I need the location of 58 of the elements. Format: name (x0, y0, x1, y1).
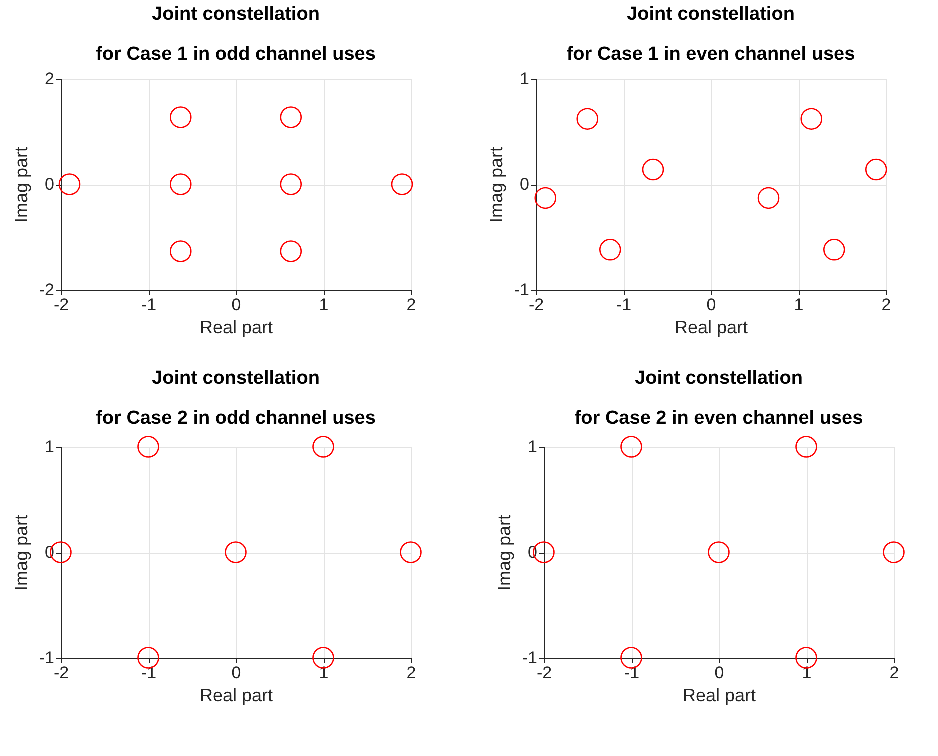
x-axis-title: Real part (200, 318, 274, 338)
y-axis-title: Imag part (11, 146, 32, 224)
y-tick-label: 0 (520, 175, 530, 194)
x-axis-title: Real part (200, 686, 274, 706)
point (280, 174, 302, 196)
point (576, 108, 599, 130)
y-tick-label: 1 (528, 438, 538, 456)
x-tick-label: 0 (232, 296, 242, 314)
point (312, 436, 334, 458)
y-tick-label: -1 (39, 648, 54, 668)
y-tick-label: 2 (45, 70, 54, 88)
x-tick-label: 2 (406, 664, 416, 682)
point (642, 158, 664, 181)
x-tick-label: 0 (714, 664, 724, 682)
y-axis-title: Imag part (11, 514, 32, 592)
y-tick-label: 1 (45, 438, 54, 456)
chart-title: Joint constellation for Case 2 in odd channel uses (96, 368, 376, 430)
point (534, 187, 557, 210)
y-tick-label: -1 (514, 280, 530, 300)
x-axis-title: Real part (682, 686, 756, 706)
y-axis-title: Imag part (494, 514, 514, 592)
point (708, 542, 730, 564)
x-tick-label: -1 (616, 296, 632, 314)
chart-title: Joint constellation for Case 2 in even channel uses (574, 368, 864, 430)
y-tick-label: 1 (520, 70, 530, 88)
point (758, 187, 780, 210)
y-tick-label: 0 (45, 175, 54, 194)
y-tick-label: -2 (39, 280, 54, 300)
x-tick-label: 2 (406, 296, 416, 314)
x-tick-label: 0 (706, 296, 716, 314)
point (400, 542, 422, 564)
point (883, 542, 905, 564)
y-axis-title: Imag part (486, 146, 506, 224)
point (823, 239, 846, 261)
point (225, 542, 247, 564)
point (170, 174, 192, 196)
point (796, 436, 818, 458)
point (280, 240, 302, 262)
point (58, 174, 81, 196)
x-tick-label: -1 (141, 296, 157, 314)
point (865, 158, 888, 181)
point (170, 106, 192, 128)
point (800, 108, 823, 130)
x-axis-title: Real part (674, 318, 748, 338)
x-tick-label: 0 (232, 664, 242, 682)
x-tick-label: 1 (319, 296, 329, 314)
point (391, 174, 414, 196)
point (170, 240, 192, 262)
chart-title: Joint constellation for Case 1 in odd channel uses (96, 4, 376, 65)
x-tick-label: 2 (890, 664, 900, 682)
point (620, 436, 642, 458)
point (280, 106, 302, 128)
y-tick-label: -1 (522, 648, 538, 668)
point (138, 436, 160, 458)
point (599, 239, 622, 261)
x-tick-label: 1 (794, 296, 804, 314)
x-tick-label: 2 (882, 296, 892, 314)
chart-title: Joint constellation for Case 1 in even channel uses (566, 4, 856, 65)
